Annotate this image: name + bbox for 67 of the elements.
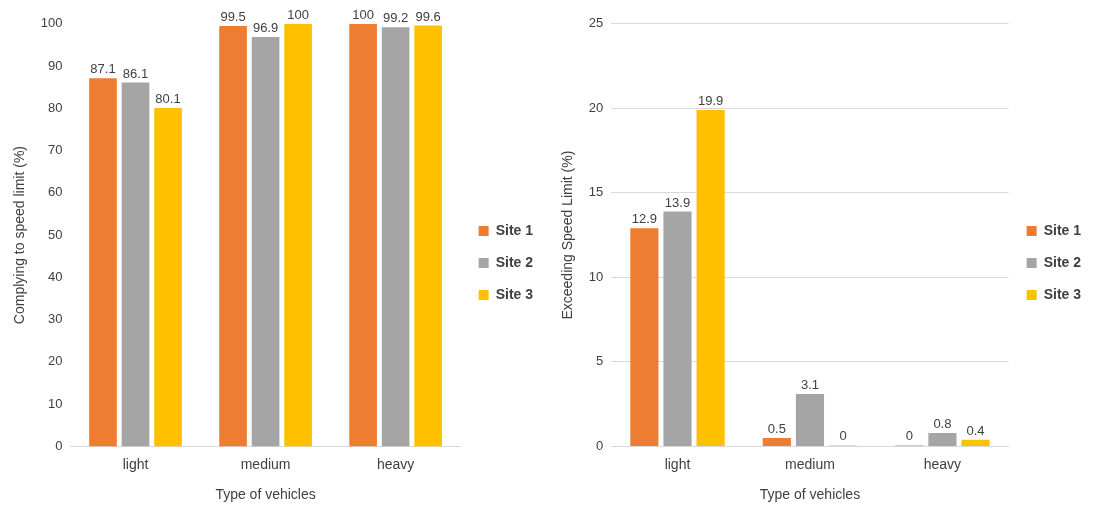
y-tick-label: 90 (48, 57, 63, 73)
data-label: 13.9 (664, 194, 691, 210)
data-label: 80.1 (155, 90, 181, 106)
y-tick-label: 70 (48, 142, 63, 158)
x-tick-label: heavy (923, 455, 962, 472)
x-tick-label: medium (785, 455, 835, 472)
x-tick-label: heavy (376, 455, 415, 472)
y-tick-label: 80 (48, 99, 63, 115)
bar (762, 437, 791, 446)
bar (89, 78, 117, 447)
y-tick-label: 0 (55, 437, 63, 453)
bar (663, 211, 692, 446)
data-label: 0.5 (767, 421, 786, 437)
data-label: 12.9 (631, 211, 658, 227)
bar (121, 82, 150, 447)
y-tick-label: 10 (48, 395, 63, 411)
y-tick-label: 25 (588, 15, 604, 31)
bar (381, 27, 410, 447)
y-tick-label: 5 (596, 353, 604, 369)
bar (961, 439, 990, 446)
y-tick-label: 0 (596, 437, 604, 453)
bar (251, 36, 280, 447)
data-label: 87.1 (90, 61, 116, 77)
data-label: 0.8 (933, 415, 952, 431)
data-label: 100 (352, 6, 374, 22)
bar (284, 23, 312, 447)
x-tick-label: light (122, 455, 149, 472)
data-label: 96.9 (252, 19, 279, 35)
bar (630, 228, 659, 446)
data-label: 99.2 (382, 10, 409, 26)
bar (795, 394, 825, 446)
legend-label: Site 3 (495, 285, 534, 302)
x-axis-title: Type of vehicles (759, 486, 861, 503)
x-tick-label: light (664, 455, 691, 472)
legend-label: Site 1 (1043, 221, 1082, 238)
data-label: 99.6 (415, 8, 441, 24)
bar (349, 23, 377, 447)
y-tick-label: 60 (48, 184, 63, 200)
y-tick-label: 20 (48, 353, 63, 369)
legend-label: Site 1 (495, 221, 534, 238)
bar (154, 107, 182, 447)
legend-label: Site 2 (495, 253, 534, 270)
legend-label: Site 3 (1043, 285, 1082, 302)
y-tick-label: 10 (588, 268, 604, 284)
data-label: 86.1 (122, 65, 149, 81)
y-axis-title: Complying to speed limit (%) (11, 146, 28, 325)
data-label: 0.4 (966, 422, 985, 438)
data-label: 99.5 (220, 8, 246, 24)
data-label: 100 (287, 6, 309, 22)
bar (928, 432, 957, 446)
data-label: 0 (839, 428, 847, 444)
y-axis-title: Exceeding Speed Limit (%) (559, 150, 576, 320)
y-tick-label: 20 (588, 99, 604, 115)
data-label: 0 (905, 428, 913, 444)
data-label: 19.9 (697, 93, 724, 109)
data-label: 3.1 (800, 377, 819, 393)
y-tick-label: 50 (48, 226, 63, 242)
y-tick-label: 40 (48, 268, 63, 284)
y-tick-label: 15 (588, 184, 604, 200)
legend-label: Site 2 (1043, 253, 1082, 270)
x-tick-label: medium (240, 455, 291, 472)
bar (219, 25, 247, 447)
y-tick-label: 100 (40, 15, 63, 31)
bar (696, 110, 725, 446)
bar (414, 25, 442, 447)
y-tick-label: 30 (48, 311, 63, 327)
x-axis-title: Type of vehicles (215, 486, 316, 503)
